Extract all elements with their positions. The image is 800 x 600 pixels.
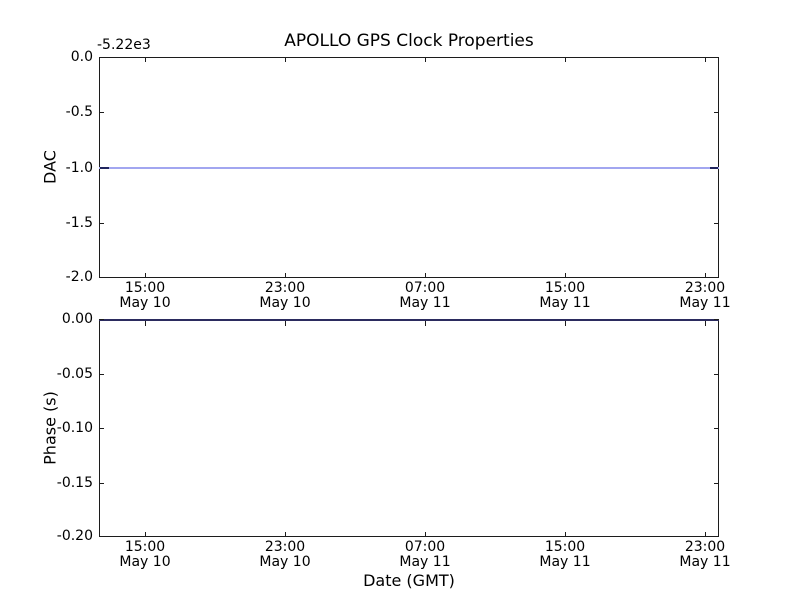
- x-tick-mark: [285, 273, 286, 278]
- y-tick-mark: [99, 483, 104, 484]
- x-tick-label: 23:00 May 11: [679, 539, 731, 570]
- dac-data-line-dense-start: [100, 167, 109, 169]
- x-tick-label: 23:00 May 10: [259, 280, 311, 311]
- x-tick-mark: [705, 273, 706, 278]
- x-tick-mark: [285, 57, 286, 62]
- x-tick-mark: [145, 273, 146, 278]
- x-tick-label: 23:00 May 11: [679, 280, 731, 311]
- x-tick-label: 15:00 May 10: [119, 280, 171, 311]
- x-tick-mark: [565, 57, 566, 62]
- x-tick-mark: [565, 273, 566, 278]
- y-tick-label: -0.05: [56, 366, 93, 382]
- y-tick-mark: [99, 57, 104, 58]
- y-tick-mark: [714, 223, 719, 224]
- x-tick-mark: [705, 321, 706, 326]
- x-tick-mark: [145, 532, 146, 537]
- y-tick-mark: [714, 536, 719, 537]
- x-tick-mark: [565, 532, 566, 537]
- y-tick-mark: [99, 374, 104, 375]
- axes-spine-top: [99, 57, 719, 58]
- y-tick-label: -0.20: [56, 528, 93, 544]
- y-tick-mark: [99, 428, 104, 429]
- x-tick-mark: [285, 321, 286, 326]
- y-tick-mark: [714, 428, 719, 429]
- y-tick-mark: [714, 483, 719, 484]
- x-tick-mark: [145, 321, 146, 326]
- y-tick-label: -1.0: [65, 160, 93, 176]
- y-tick-label: -0.10: [56, 420, 93, 436]
- top-axes-dac-plot: [99, 57, 719, 278]
- bottom-axes-phase-plot: [99, 319, 719, 537]
- y-tick-mark: [99, 277, 104, 278]
- x-tick-label: 15:00 May 10: [119, 539, 171, 570]
- axes-spine-bottom: [99, 277, 719, 278]
- y-tick-mark: [714, 112, 719, 113]
- dac-data-line: [99, 167, 719, 169]
- x-tick-label: 15:00 May 11: [539, 280, 591, 311]
- y-tick-mark: [99, 223, 104, 224]
- x-tick-label: 23:00 May 10: [259, 539, 311, 570]
- y-tick-label: -1.5: [65, 215, 93, 231]
- x-tick-mark: [425, 273, 426, 278]
- axes-spine-bottom: [99, 536, 719, 537]
- y-tick-label: 0.0: [70, 49, 93, 65]
- chart-title: APOLLO GPS Clock Properties: [284, 31, 534, 51]
- x-tick-label: 15:00 May 11: [539, 539, 591, 570]
- y-tick-mark: [714, 319, 719, 320]
- y-tick-label: -0.15: [56, 475, 93, 491]
- x-tick-mark: [145, 57, 146, 62]
- y-tick-label: -0.5: [65, 104, 93, 120]
- y-tick-mark: [714, 57, 719, 58]
- x-tick-mark: [285, 532, 286, 537]
- x-tick-mark: [705, 532, 706, 537]
- x-tick-label: 07:00 May 11: [399, 539, 451, 570]
- y-tick-label: -2.0: [65, 269, 93, 285]
- y-tick-mark: [714, 374, 719, 375]
- x-tick-mark: [705, 57, 706, 62]
- x-axis-label-date-gmt: Date (GMT): [363, 571, 455, 590]
- y-tick-mark: [99, 536, 104, 537]
- y-tick-mark: [99, 112, 104, 113]
- phase-line-on-top-spine: [99, 319, 719, 321]
- x-tick-mark: [565, 321, 566, 326]
- y-tick-label: 0.00: [61, 311, 93, 327]
- y-tick-mark: [714, 277, 719, 278]
- x-tick-mark: [425, 532, 426, 537]
- dac-data-line-dense-end: [710, 167, 718, 169]
- x-tick-mark: [425, 57, 426, 62]
- x-tick-label: 07:00 May 11: [399, 280, 451, 311]
- x-tick-mark: [425, 321, 426, 326]
- y-axis-offset-text: -5.22e3: [97, 37, 151, 53]
- y-tick-mark: [99, 319, 104, 320]
